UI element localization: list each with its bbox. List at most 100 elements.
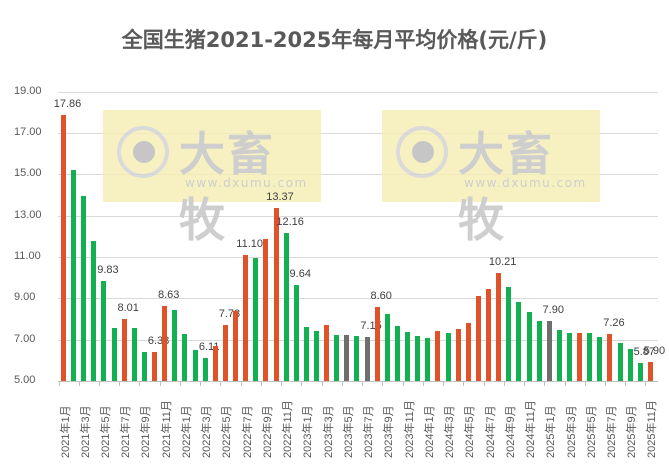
bar [152, 352, 158, 381]
chart-title: 全国生猪2021-2025年每月平均价格(元/斤) [121, 28, 548, 52]
x-tick [119, 381, 121, 386]
bar [425, 337, 431, 381]
bar [647, 362, 653, 381]
x-tick-label: 2023年5月 [342, 405, 355, 458]
x-tick-label: 2022年5月 [221, 405, 234, 458]
x-tick-label: 2021年11月 [160, 400, 173, 458]
x-tick-label: 2021年1月 [59, 405, 72, 458]
data-label: 12.16 [276, 215, 304, 228]
x-tick [281, 381, 283, 386]
x-tick-label: 2021年9月 [140, 405, 153, 458]
bar [455, 328, 461, 381]
bar [526, 312, 532, 381]
bar [445, 333, 451, 381]
bar [233, 311, 239, 381]
bar [141, 352, 147, 381]
y-tick-label: 11.00 [14, 249, 41, 262]
data-label: 13.37 [266, 190, 294, 203]
x-tick-label: 2024年1月 [423, 405, 436, 458]
x-tick [179, 381, 181, 386]
gridline [58, 256, 658, 258]
x-tick-label: 2021年7月 [120, 405, 133, 458]
bar [567, 333, 572, 381]
bar [263, 238, 269, 381]
x-tick-label: 2025年9月 [626, 405, 639, 458]
bar [334, 335, 340, 381]
x-tick [645, 381, 647, 386]
watermark-url: www.dxumu.com [464, 176, 587, 190]
y-tick-label: 5.00 [14, 374, 36, 386]
bar [637, 363, 643, 381]
x-tick-label: 2023年7月 [363, 405, 376, 458]
bar [91, 241, 97, 381]
data-label: 7.26 [603, 317, 625, 330]
x-tick [524, 381, 526, 386]
watermark: 大畜牧 www.dxumu.com [382, 110, 600, 247]
data-label: 10.21 [488, 256, 517, 269]
gridline [58, 132, 658, 134]
x-tick-label: 2023年11月 [403, 400, 416, 458]
watermark-brand: 大畜牧 [179, 127, 275, 247]
bar [475, 295, 481, 381]
data-label: 17.86 [53, 98, 82, 111]
bar [314, 331, 319, 381]
x-tick [240, 381, 242, 386]
bar [61, 115, 66, 381]
x-tick [402, 381, 404, 386]
data-label: 7.90 [542, 304, 564, 317]
x-tick [200, 381, 202, 386]
x-tick [382, 381, 384, 386]
x-tick-label: 2022年1月 [180, 405, 193, 458]
x-tick [584, 381, 586, 386]
x-tick [260, 381, 262, 386]
bar [486, 289, 492, 381]
bar [324, 325, 330, 381]
x-tick-label: 2024年7月 [484, 405, 497, 458]
data-label: 8.63 [157, 288, 180, 301]
x-tick-label: 2025年5月 [585, 405, 598, 458]
gridline [58, 298, 658, 300]
eye-logo-icon [117, 126, 169, 178]
x-tick-label: 2023年1月 [302, 405, 315, 458]
gridline [58, 91, 658, 93]
x-tick-label: 2024年11月 [525, 400, 538, 458]
x-tick [625, 381, 627, 386]
y-tick-label: 13.00 [14, 208, 42, 221]
x-tick-label: 2024年3月 [444, 405, 457, 458]
x-tick [604, 381, 606, 386]
x-tick [422, 381, 424, 386]
bar [587, 333, 593, 381]
watermark-brand: 大畜牧 [458, 127, 554, 247]
bar [394, 326, 400, 381]
bar [344, 335, 350, 381]
bar [364, 336, 370, 381]
x-tick [301, 381, 303, 386]
bar [71, 169, 77, 381]
bar [405, 332, 411, 381]
x-tick [321, 381, 323, 386]
x-tick-label: 2021年3月 [79, 405, 92, 458]
data-label: 8.01 [117, 301, 139, 314]
data-label: 9.83 [97, 264, 119, 277]
x-tick [58, 381, 60, 386]
y-tick-label: 15.00 [14, 167, 42, 180]
bar [516, 302, 522, 381]
x-tick-label: 2022年11月 [282, 400, 295, 458]
bar [81, 195, 87, 381]
bar [415, 336, 421, 381]
gridline [58, 215, 658, 217]
y-tick-label: 7.00 [14, 332, 36, 345]
bar [202, 358, 208, 381]
watermark-url: www.dxumu.com [185, 176, 308, 190]
bar [546, 321, 552, 381]
bar [384, 314, 390, 381]
bar [121, 318, 127, 381]
y-tick-label: 19.00 [14, 84, 42, 97]
bar [536, 321, 542, 381]
x-tick-label: 2022年7月 [241, 405, 254, 458]
bar [303, 327, 309, 381]
x-axis-line [58, 381, 658, 382]
bar [212, 346, 218, 381]
x-tick-label: 2023年3月 [322, 405, 335, 458]
bar [435, 331, 441, 381]
